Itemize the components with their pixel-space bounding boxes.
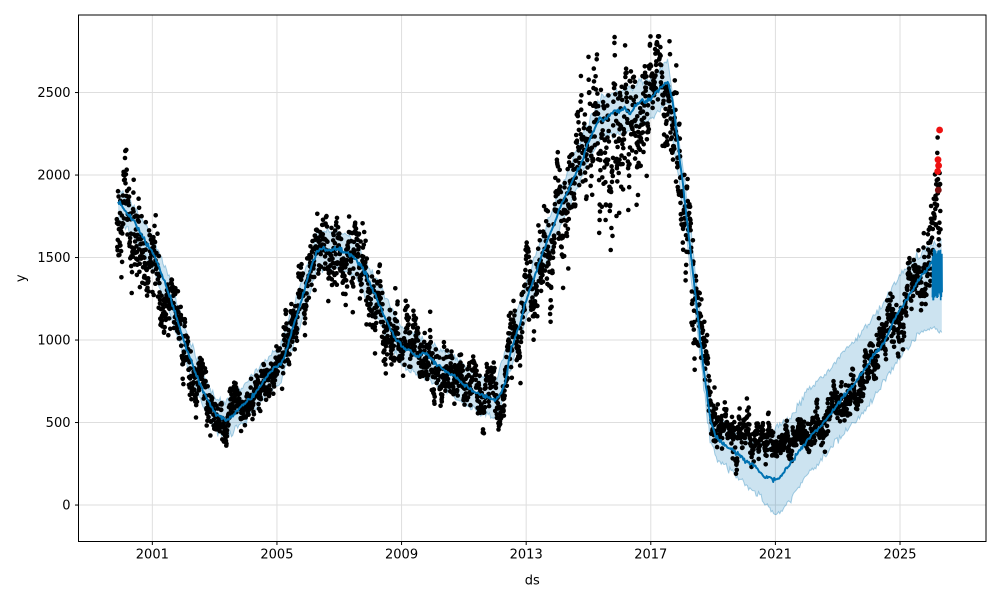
y-tick-label: 500 — [46, 416, 71, 431]
x-tick-label: 2005 — [260, 548, 293, 563]
y-tick-label: 1500 — [37, 251, 70, 266]
gridlines — [78, 15, 986, 542]
x-tick-label: 2013 — [510, 548, 543, 563]
anomaly-dot — [936, 126, 943, 134]
forecast-line — [117, 80, 943, 483]
forecast-terminal-oscillation — [931, 248, 943, 301]
x-axis-label: ds — [525, 574, 540, 589]
y-tick-label: 2000 — [37, 169, 70, 184]
y-tick-label: 2500 — [37, 86, 70, 101]
x-tick-label: 2017 — [634, 548, 667, 563]
x-tick-label: 2009 — [385, 548, 418, 563]
anomaly-points — [934, 126, 943, 194]
forecast-path — [117, 80, 934, 483]
anomaly-dot — [935, 162, 942, 170]
x-tick-label: 2025 — [883, 548, 916, 563]
y-axis-label: y — [14, 274, 29, 282]
axis-ticks: 2001 2005 2009 2013 2017 2021 2025 0 500 1000 1500… — [37, 86, 916, 562]
y-tick-label: 1000 — [37, 334, 70, 349]
y-tick-label: 0 — [62, 499, 70, 514]
anomaly-dot — [934, 156, 942, 164]
anomaly-dot — [934, 186, 942, 194]
axes-box — [78, 14, 987, 542]
anomaly-dot — [934, 168, 942, 175]
x-tick-label: 2021 — [759, 548, 792, 563]
axes-spines — [78, 14, 987, 542]
x-tick-label: 2001 — [136, 548, 169, 563]
